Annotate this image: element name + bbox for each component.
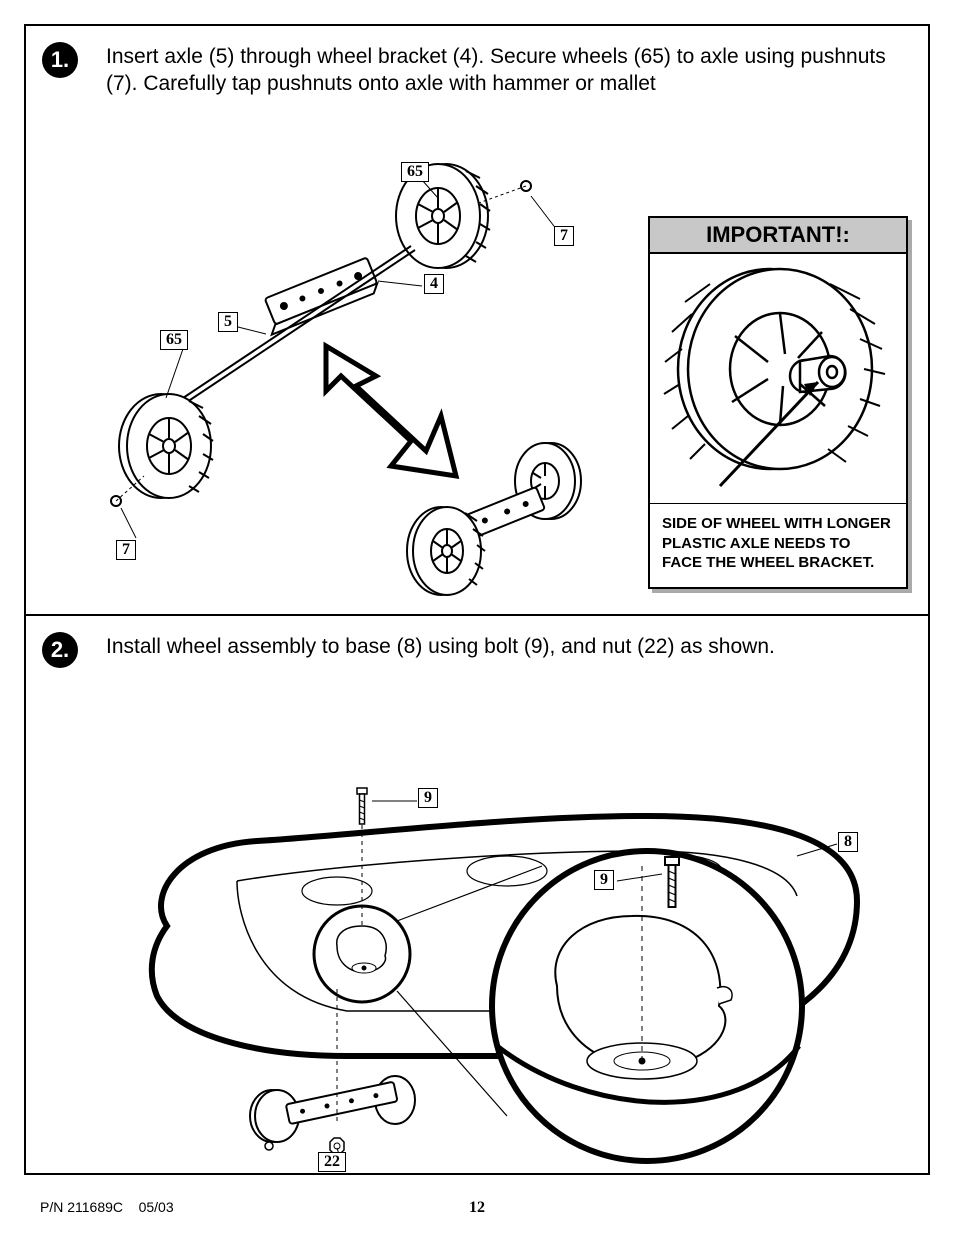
callout-4: 4	[424, 274, 444, 294]
callout-65-top: 65	[401, 162, 429, 182]
step-2-number: 2.	[51, 637, 69, 663]
callout-8: 8	[838, 832, 858, 852]
step-2-diagram: 9 8 9 22	[86, 746, 868, 1166]
step-1-diagram: 65 7 4 5 65 7	[66, 146, 636, 606]
important-wheel-image	[650, 254, 906, 504]
callout-9-left: 9	[418, 788, 438, 808]
callout-5: 5	[218, 312, 238, 332]
base-assembly-svg	[86, 746, 868, 1166]
page-number: 12	[469, 1199, 485, 1217]
callout-7-top: 7	[554, 226, 574, 246]
important-box: IMPORTANT!:	[648, 216, 908, 589]
callout-65-bottom: 65	[160, 330, 188, 350]
step-2-badge: 2.	[42, 632, 78, 668]
callout-9-right: 9	[594, 870, 614, 890]
wheel-axle-svg	[66, 146, 636, 606]
callout-7-bottom: 7	[116, 540, 136, 560]
step-1-number: 1.	[51, 47, 69, 73]
step-2-text: Install wheel assembly to base (8) using…	[106, 634, 888, 661]
step-2-section: 2. Install wheel assembly to base (8) us…	[26, 616, 928, 1174]
important-text: SIDE OF WHEEL WITH LONGER PLASTIC AXLE N…	[650, 504, 906, 587]
step-1-badge: 1.	[42, 42, 78, 78]
step-1-section: 1. Insert axle (5) through wheel bracket…	[26, 26, 928, 616]
part-number: P/N 211689C	[40, 1199, 123, 1215]
step-1-text: Insert axle (5) through wheel bracket (4…	[106, 44, 888, 98]
footer-date: 05/03	[139, 1199, 174, 1215]
page-frame: 1. Insert axle (5) through wheel bracket…	[24, 24, 930, 1175]
callout-22: 22	[318, 1152, 346, 1172]
footer-left: P/N 211689C 05/03	[40, 1199, 174, 1215]
important-header: IMPORTANT!:	[650, 218, 906, 254]
page-footer: P/N 211689C 05/03 12 .	[40, 1199, 914, 1215]
